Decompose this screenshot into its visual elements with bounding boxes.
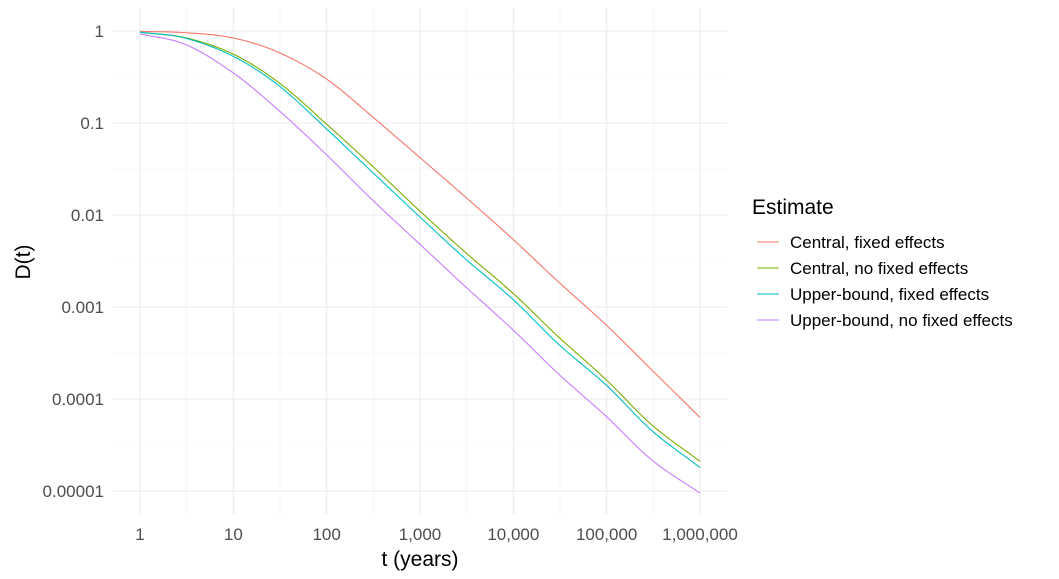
x-axis-ticks: 1 10 100 1,000 10,000 100,000 1,000,000 <box>135 525 738 544</box>
legend: Estimate Central, fixed effects Central, … <box>752 196 1013 330</box>
x-tick-label: 1 <box>135 525 144 544</box>
x-tick-label: 1,000 <box>399 525 442 544</box>
y-tick-label: 0.00001 <box>43 482 104 501</box>
y-tick-label: 1 <box>95 22 104 41</box>
x-tick-label: 100 <box>312 525 340 544</box>
x-axis-title: t (years) <box>381 548 458 571</box>
legend-label-1: Central, fixed effects <box>790 233 945 252</box>
y-tick-label: 0.001 <box>61 298 104 317</box>
x-tick-label: 1,000,000 <box>662 525 738 544</box>
legend-label-4: Upper-bound, no fixed effects <box>790 311 1013 330</box>
legend-label-3: Upper-bound, fixed effects <box>790 285 989 304</box>
y-tick-label: 0.0001 <box>52 390 104 409</box>
legend-title: Estimate <box>752 196 834 219</box>
series-line-1 <box>139 30 701 418</box>
legend-label-2: Central, no fixed effects <box>790 259 968 278</box>
y-tick-label: 0.01 <box>71 206 104 225</box>
series-lines <box>139 30 701 494</box>
series-line-3 <box>139 31 701 468</box>
series-line-2 <box>139 31 701 462</box>
x-tick-label: 10 <box>224 525 243 544</box>
y-axis-title: D(t) <box>12 245 35 280</box>
y-axis-ticks: 1 0.1 0.01 0.001 0.0001 0.00001 <box>43 22 104 501</box>
x-tick-label: 10,000 <box>487 525 539 544</box>
y-tick-label: 0.1 <box>80 114 104 133</box>
x-tick-label: 100,000 <box>576 525 637 544</box>
series-line-4 <box>139 33 701 494</box>
